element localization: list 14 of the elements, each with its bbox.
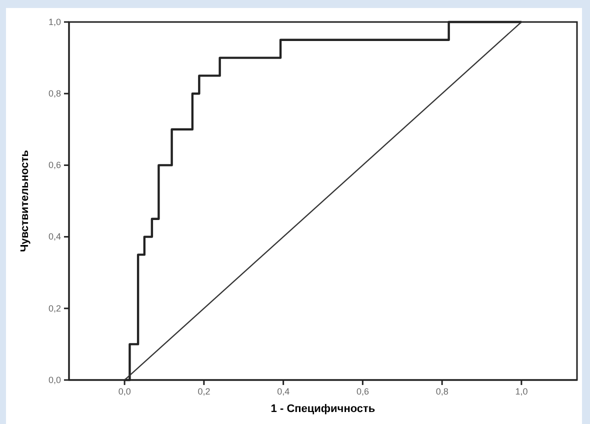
x-tick-label: 0,2: [198, 386, 210, 396]
y-tick-label: 1,0: [48, 16, 61, 27]
y-tick-label: 0,2: [48, 303, 61, 314]
x-tick-label: 0,6: [356, 386, 369, 396]
y-axis-title: Чувствительность: [19, 150, 31, 252]
y-tick-label: 0,0: [48, 374, 61, 385]
x-tick-label: 0,0: [118, 386, 131, 396]
x-tick-label: 0,4: [277, 386, 290, 396]
y-tick-label: 0,4: [48, 232, 61, 242]
y-tick-label: 0,8: [48, 88, 61, 98]
x-tick-label: 1,0: [515, 386, 528, 396]
y-tick-label: 0,6: [48, 160, 61, 170]
x-tick-label: 0,8: [436, 386, 448, 396]
x-axis-title: 1 - Специфичность: [270, 403, 376, 415]
